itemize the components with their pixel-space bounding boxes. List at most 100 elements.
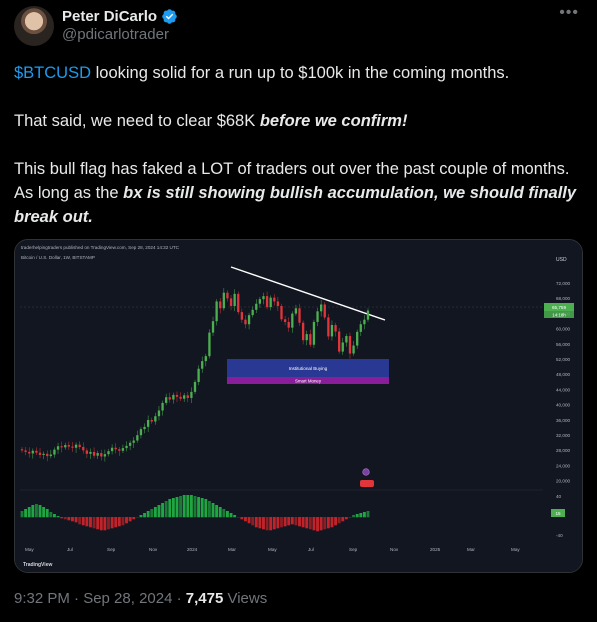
- candle-body: [294, 308, 298, 314]
- author-name[interactable]: Peter DiCarlo: [62, 7, 158, 25]
- tweet-timestamp[interactable]: 9:32 PM · Sep 28, 2024 ·: [14, 590, 186, 607]
- osc-bar: [31, 505, 35, 518]
- time-tick-label: May: [268, 547, 277, 552]
- candle-body: [287, 321, 290, 328]
- candle-body: [60, 446, 63, 448]
- time-tick-label: Nov: [390, 547, 399, 552]
- candle-body: [31, 450, 34, 454]
- osc-bar: [52, 514, 56, 518]
- osc-bar: [45, 509, 49, 518]
- candle-body: [183, 395, 186, 399]
- candle-body: [262, 296, 265, 300]
- candle-body: [38, 452, 42, 455]
- view-count: 7,475: [185, 590, 224, 607]
- cashtag-link[interactable]: $BTCUSD: [14, 64, 92, 82]
- chart-image[interactable]: traderhelpingtraders published on Tradin…: [14, 239, 583, 573]
- osc-bar: [312, 517, 316, 531]
- candlesticks: [20, 288, 370, 462]
- osc-bar: [308, 517, 312, 530]
- candle-body: [110, 447, 114, 452]
- publisher-text: traderhelpingtraders published on Tradin…: [21, 245, 180, 250]
- osc-bar: [276, 517, 280, 529]
- osc-bar: [78, 517, 82, 525]
- osc-bar: [355, 514, 359, 518]
- osc-bar: [319, 517, 323, 531]
- osc-bar: [334, 517, 338, 526]
- osc-bar: [60, 517, 64, 519]
- verified-badge-icon: [162, 8, 177, 24]
- candle-body: [168, 397, 171, 400]
- osc-bar: [182, 495, 186, 518]
- osc-bar: [197, 497, 201, 518]
- candle-body: [327, 317, 330, 337]
- candle-body: [179, 396, 182, 399]
- time-axis: May Jul Sep Nov 2024 Mar May Jul Sep Nov 2025 Mar Ma…: [25, 547, 520, 552]
- price-tick-label: 68,000: [556, 296, 570, 301]
- osc-bar: [344, 517, 348, 520]
- avatar[interactable]: [14, 6, 54, 46]
- candle-body: [251, 309, 254, 316]
- osc-bar: [128, 517, 132, 522]
- candle-body: [204, 356, 207, 362]
- osc-bar: [132, 517, 136, 520]
- osc-bar: [366, 511, 370, 518]
- osc-bar: [49, 512, 53, 518]
- price-tick-label: 40,000: [556, 403, 570, 408]
- author-handle[interactable]: @pdicarlotrader: [62, 26, 169, 43]
- tradingview-logo: TradingView: [23, 562, 52, 568]
- osc-bar: [38, 505, 42, 518]
- candle-body: [143, 426, 146, 430]
- osc-tick-label: -40: [556, 533, 563, 538]
- osc-bar: [139, 515, 143, 518]
- candle-body: [96, 453, 99, 456]
- candle-body: [186, 395, 189, 398]
- candle-body: [359, 324, 362, 332]
- candle-body: [103, 454, 107, 457]
- candle-body: [211, 321, 215, 333]
- candle-body: [338, 331, 341, 352]
- osc-bar: [207, 501, 211, 518]
- osc-bar: [262, 517, 265, 530]
- candle-body: [283, 319, 287, 322]
- zone2-label: Smart Money: [295, 379, 322, 384]
- candle-body: [316, 311, 319, 322]
- osc-bar: [193, 496, 197, 518]
- osc-bar: [330, 517, 334, 528]
- price-tick-label: 52,000: [556, 357, 570, 362]
- osc-bar: [107, 517, 110, 530]
- candle-body: [319, 304, 323, 312]
- osc-bar: [225, 511, 229, 518]
- osc-bar: [316, 517, 319, 532]
- price-badge-value: 65,759: [552, 305, 566, 310]
- osc-bar: [269, 517, 273, 531]
- candle-body: [64, 445, 67, 448]
- candle-body: [305, 334, 308, 341]
- tweet-line-1-text: looking solid for a run up to $100k in t…: [91, 64, 510, 82]
- osc-bar: [247, 517, 251, 524]
- osc-bar: [157, 505, 161, 518]
- osc-bar: [103, 517, 107, 531]
- price-tick-label: 32,000: [556, 433, 570, 438]
- candle-body: [348, 336, 352, 354]
- candle-body: [247, 315, 251, 325]
- osc-bar: [74, 517, 78, 523]
- osc-bar: [215, 505, 219, 518]
- time-tick-label: Jul: [308, 547, 314, 552]
- osc-bar: [294, 517, 298, 526]
- candle-body: [258, 299, 262, 304]
- candle-body: [175, 394, 179, 397]
- candle-body: [157, 410, 161, 417]
- candle-body: [89, 451, 92, 454]
- candle-body: [24, 450, 27, 452]
- candle-body: [154, 416, 157, 422]
- tweet-p3-text: This bull flag has faked a LOT of trader…: [14, 160, 570, 202]
- osc-bar: [283, 517, 287, 527]
- osc-bar: [175, 497, 179, 518]
- time-tick-label: Mar: [467, 547, 475, 552]
- candle-body: [114, 447, 117, 450]
- candle-body: [366, 310, 370, 320]
- more-options-icon[interactable]: •••: [559, 4, 579, 21]
- osc-bar: [240, 517, 244, 520]
- candle-body: [165, 397, 168, 403]
- candle-body: [56, 446, 60, 450]
